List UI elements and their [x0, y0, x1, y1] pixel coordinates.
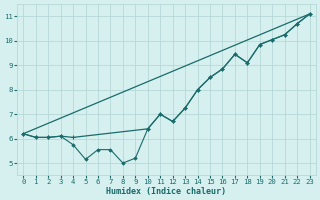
X-axis label: Humidex (Indice chaleur): Humidex (Indice chaleur): [107, 187, 227, 196]
